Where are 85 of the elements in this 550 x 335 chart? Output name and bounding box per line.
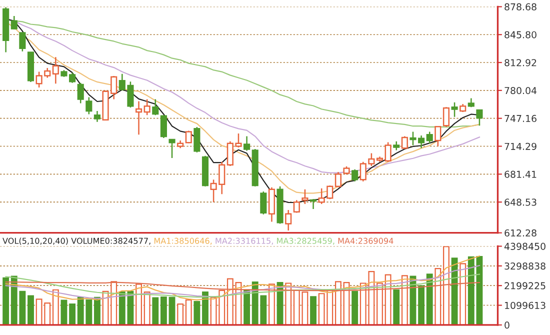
candlestick — [135, 100, 142, 136]
candlestick — [19, 32, 26, 52]
candlestick — [384, 142, 392, 162]
y-tick-label: 845.80 — [504, 31, 536, 38]
bar — [177, 303, 184, 325]
candlestick — [285, 209, 292, 232]
line-series — [5, 274, 480, 298]
y-tick-label: 1099613 — [505, 302, 546, 309]
candlestick — [244, 136, 250, 152]
candlestick — [426, 131, 433, 144]
y-tick-label: 812.92 — [504, 59, 536, 66]
line-series — [5, 281, 480, 292]
bar — [393, 289, 400, 325]
candlestick — [160, 114, 167, 139]
candlestick — [442, 106, 450, 128]
bar — [226, 278, 234, 325]
bar — [426, 274, 433, 325]
bar — [244, 289, 250, 325]
bar — [451, 258, 458, 325]
y-tick-label: 878.68 — [504, 3, 536, 10]
bar — [460, 263, 466, 325]
bar — [136, 284, 142, 325]
bar — [194, 300, 200, 325]
bar — [443, 246, 450, 325]
bar — [94, 296, 100, 325]
candlestick — [352, 168, 358, 182]
candlestick — [52, 56, 59, 84]
bar — [52, 289, 59, 325]
candlestick — [10, 15, 18, 30]
bar — [418, 285, 425, 325]
bar — [28, 295, 34, 325]
y-tick-label: 3298838 — [504, 262, 546, 270]
bar — [310, 296, 316, 325]
bar — [110, 281, 118, 325]
candlestick — [434, 126, 442, 147]
candlestick — [451, 102, 458, 118]
text: MA4:2369094 — [338, 238, 394, 244]
candlestick — [293, 200, 300, 214]
bar — [168, 296, 176, 325]
candlestick — [77, 82, 84, 104]
bar — [401, 275, 408, 325]
text: MA2:3316115, — [216, 238, 273, 245]
bar — [202, 291, 208, 325]
candlestick — [152, 98, 159, 116]
candlestick — [310, 198, 317, 210]
y-tick-label: 681.41 — [504, 170, 536, 178]
candlestick — [168, 138, 176, 159]
candlestick — [144, 98, 150, 116]
bar — [302, 291, 308, 325]
bar — [376, 282, 383, 325]
line-series — [5, 255, 480, 300]
candlestick — [302, 188, 308, 205]
candlestick — [401, 136, 408, 150]
bar — [276, 282, 284, 325]
bar — [468, 256, 474, 325]
y-tick-label: 0 — [504, 322, 510, 329]
bar — [285, 282, 292, 325]
bar — [185, 299, 192, 325]
bar — [293, 290, 300, 325]
line-series — [5, 264, 480, 300]
y-tick-label: 714.29 — [504, 142, 536, 150]
bar — [434, 268, 442, 325]
y-tick-label: 780.04 — [504, 87, 537, 94]
chart-title: VOL(5,10,20,40) VOLUME0:3824577, — [2, 238, 150, 245]
bar — [152, 297, 159, 325]
y-tick-label: 2199225 — [504, 282, 546, 290]
candlestick — [260, 190, 267, 216]
text: MA1:3850646, — [154, 238, 212, 245]
candlestick — [194, 126, 200, 154]
bar — [352, 290, 358, 325]
candlestick — [86, 96, 92, 115]
text: MA3:2825459, — [277, 238, 334, 245]
bar — [2, 277, 10, 325]
y-tick-label: 4398450 — [504, 242, 546, 250]
candlestick — [94, 110, 101, 122]
y-tick-label: 648.53 — [504, 198, 536, 206]
bar — [60, 300, 68, 325]
bar — [384, 274, 392, 325]
bar — [69, 303, 76, 325]
bar — [334, 281, 342, 325]
y-tick-label: 747.16 — [504, 114, 536, 122]
y-tick-label: 612.28 — [504, 229, 536, 237]
bar — [144, 291, 150, 325]
candlestick — [476, 109, 483, 126]
bar — [160, 296, 167, 325]
